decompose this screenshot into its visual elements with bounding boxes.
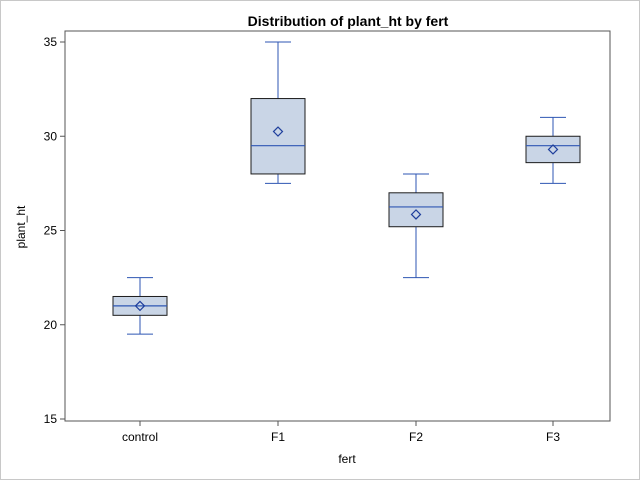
box-series [112, 41, 581, 335]
box-control [112, 277, 168, 335]
y-tick-label: 15 [44, 412, 58, 426]
x-tick-label: F1 [271, 430, 285, 444]
y-tick-label: 25 [44, 224, 58, 238]
box-F1 [250, 41, 306, 184]
y-axis: 15 20 25 30 35 [44, 35, 65, 426]
box-F3 [525, 116, 581, 184]
mean-marker [134, 300, 146, 312]
y-tick-label: 30 [44, 129, 58, 143]
mean-marker [272, 126, 284, 137]
box-iqr [525, 135, 581, 164]
x-tick-label: F3 [546, 430, 560, 444]
mean-marker [547, 144, 559, 155]
x-axis: control F1 F2 F3 [122, 421, 560, 444]
chart-title: Distribution of plant_ht by fert [248, 13, 449, 29]
x-axis-label: fert [338, 452, 356, 466]
y-tick-label: 20 [44, 318, 58, 332]
x-tick-label: control [122, 430, 158, 444]
box-F2 [388, 173, 444, 279]
mean-marker [410, 209, 422, 220]
y-tick-label: 35 [44, 35, 58, 49]
y-axis-label: plant_ht [14, 205, 28, 248]
x-tick-label: F2 [409, 430, 423, 444]
plot-area [64, 30, 611, 422]
